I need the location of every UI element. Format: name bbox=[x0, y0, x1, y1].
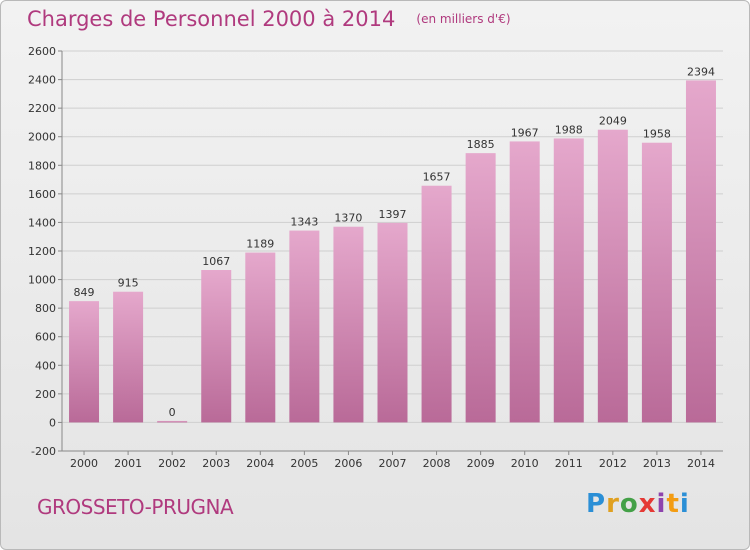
x-tick-label: 2008 bbox=[423, 457, 451, 470]
bar bbox=[333, 226, 364, 423]
y-tick-label: 1400 bbox=[28, 216, 56, 229]
x-tick-label: 2009 bbox=[467, 457, 495, 470]
chart-unit: (en milliers d'€) bbox=[416, 12, 511, 26]
bars bbox=[69, 80, 716, 423]
bar bbox=[289, 230, 320, 423]
x-tick-label: 2011 bbox=[555, 457, 583, 470]
bar bbox=[377, 222, 408, 423]
x-tick-label: 2004 bbox=[246, 457, 274, 470]
x-tick-label: 2012 bbox=[599, 457, 627, 470]
bar bbox=[509, 141, 540, 423]
y-tick-label: 2400 bbox=[28, 74, 56, 87]
y-tick-label: -200 bbox=[31, 445, 56, 458]
axes: -200 0 200 400 600 800 1000 1200 1400 1600 1800 200… bbox=[28, 45, 723, 470]
y-tick-label: 800 bbox=[35, 302, 56, 315]
y-tick-label: 200 bbox=[35, 388, 56, 401]
bar bbox=[113, 291, 144, 423]
bar-value-label: 2394 bbox=[687, 65, 715, 78]
bar-value-label: 1189 bbox=[246, 238, 274, 251]
bar-value-label: 915 bbox=[118, 277, 139, 290]
y-tick-label: 1000 bbox=[28, 274, 56, 287]
x-tick-label: 2000 bbox=[70, 457, 98, 470]
bar-value-label: 1988 bbox=[555, 123, 583, 136]
x-tick-label: 2003 bbox=[202, 457, 230, 470]
bar-value-label: 1958 bbox=[643, 128, 671, 141]
y-tick-label: 2200 bbox=[28, 102, 56, 115]
bar-value-label: 1067 bbox=[202, 255, 230, 268]
bar-value-label: 1343 bbox=[290, 216, 318, 229]
x-tick-label: 2014 bbox=[687, 457, 715, 470]
bar-value-label: 1370 bbox=[334, 212, 362, 225]
bar-value-label: 1967 bbox=[511, 126, 539, 139]
y-tick-label: 1600 bbox=[28, 188, 56, 201]
bar-value-label: 0 bbox=[169, 406, 176, 419]
x-tick-label: 2013 bbox=[643, 457, 671, 470]
y-tick-label: 600 bbox=[35, 331, 56, 344]
y-tick-label: 400 bbox=[35, 359, 56, 372]
x-tick-label: 2006 bbox=[334, 457, 362, 470]
town-name: GROSSETO-PRUGNA bbox=[37, 495, 234, 519]
bar bbox=[465, 153, 496, 423]
bar bbox=[597, 129, 628, 423]
y-tick-label: 2600 bbox=[28, 45, 56, 58]
x-tick-label: 2005 bbox=[290, 457, 318, 470]
bar bbox=[69, 301, 100, 423]
bar bbox=[157, 420, 188, 423]
bar-value-label: 1397 bbox=[379, 208, 407, 221]
x-tick-label: 2001 bbox=[114, 457, 142, 470]
y-tick-label: 1800 bbox=[28, 159, 56, 172]
bar-value-label: 1885 bbox=[467, 138, 495, 151]
x-tick-label: 2007 bbox=[379, 457, 407, 470]
y-tick-label: 0 bbox=[49, 416, 56, 429]
bar-value-label: 2049 bbox=[599, 115, 627, 128]
y-tick-label: 2000 bbox=[28, 131, 56, 144]
bar-value-label: 849 bbox=[74, 286, 95, 299]
chart-title: Charges de Personnel 2000 à 2014 bbox=[27, 7, 396, 31]
data-labels: 849 915 0 1067 1189 1343 1370 1397 1657 1885 1967 1… bbox=[74, 65, 715, 419]
bar bbox=[641, 142, 672, 423]
bar bbox=[245, 252, 276, 423]
bar bbox=[421, 185, 452, 423]
x-tick-label: 2002 bbox=[158, 457, 186, 470]
y-tick-label: 1200 bbox=[28, 245, 56, 258]
title-row: Charges de Personnel 2000 à 2014 (en mil… bbox=[27, 7, 511, 31]
bar bbox=[553, 138, 584, 423]
bar-value-label: 1657 bbox=[423, 171, 451, 184]
proxiti-logo: Proxiti bbox=[586, 489, 690, 519]
bar bbox=[685, 80, 716, 423]
x-tick-label: 2010 bbox=[511, 457, 539, 470]
bar bbox=[201, 270, 232, 423]
